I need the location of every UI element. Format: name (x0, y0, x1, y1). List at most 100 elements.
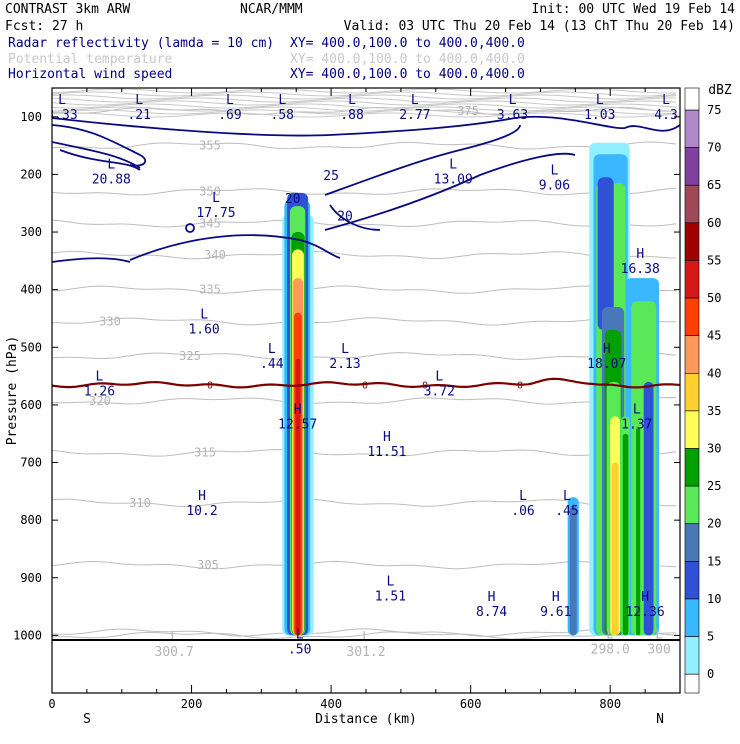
y-tick-label: 300 (20, 225, 42, 239)
extremum-low-marker: L (550, 163, 558, 178)
extremum-low-marker: L (226, 93, 234, 108)
colorbar-swatch-15 (684, 561, 700, 600)
extremum-value: 12.57 (278, 418, 317, 433)
extremum-value: 3.63 (497, 108, 528, 123)
extremum-low-marker: L (278, 93, 286, 108)
theta-contour-upper-band (52, 106, 676, 112)
theta-contour-305 (52, 560, 677, 570)
colorbar-label-70: 70 (707, 141, 721, 155)
colorbar-swatch-0 (684, 673, 700, 694)
theta-contour-320 (52, 396, 677, 405)
wind-speed-contour (52, 124, 147, 167)
theta-contour-315 (52, 448, 677, 457)
colorbar-swatch-45 (684, 335, 700, 374)
colorbar-label-20: 20 (707, 517, 721, 531)
theta-label-335: 335 (199, 283, 221, 297)
extremum-value: .50 (288, 642, 311, 657)
extremum-high-marker: H (294, 403, 302, 418)
x-tick-label: 600 (460, 697, 482, 711)
extremum-value: 17.75 (196, 206, 235, 221)
freezing-level-line (52, 377, 680, 389)
wind-contour-label: 20 (337, 210, 353, 225)
extremum-value: 1.26 (84, 385, 115, 400)
y-tick-label: 400 (20, 283, 42, 297)
y-tick-label: 500 (20, 340, 42, 354)
theta-label-330: 330 (99, 314, 121, 328)
extremum-value: 2.77 (399, 108, 430, 123)
colorbar-swatch-70 (684, 147, 700, 186)
colorbar-swatch-20 (684, 523, 700, 562)
colorbar-label-0: 0 (707, 667, 714, 681)
extremum-value: .88 (340, 108, 363, 123)
extremum-value: 13.09 (434, 173, 473, 188)
org-label: NCAR/MMM (240, 2, 303, 17)
extremum-low-marker: L (170, 630, 178, 645)
y-tick-label: 200 (20, 167, 42, 181)
colorbar-swatch-35 (684, 410, 700, 449)
theta-label-350: 350 (199, 185, 221, 199)
reflectivity-small-20dbz (569, 505, 577, 636)
valid-time: Valid: 03 UTC Thu 20 Feb 14 (13 ChT Thu … (344, 19, 735, 34)
extremum-high-marker: H (198, 489, 206, 504)
colorbar-top-cap (684, 87, 700, 111)
y-tick-label: 600 (20, 398, 42, 412)
theta-contour-upper-band (52, 103, 677, 109)
reflectivity-east-darkgreen2-dbz (636, 427, 641, 636)
theta-contour-325 (52, 351, 677, 360)
theta-label-325: 325 (179, 349, 201, 363)
extremum-value: 300 (647, 642, 670, 657)
extremum-value: 301.2 (346, 645, 385, 660)
extremum-high-marker: H (552, 590, 560, 605)
field-reflectivity-name: Radar reflectivity (lamda = 10 cm) (8, 36, 274, 51)
reflectivity-east-15dbz (597, 177, 614, 330)
y-tick-label: 700 (20, 456, 42, 470)
extremum-value: 20.88 (92, 173, 131, 188)
colorbar-label-5: 5 (707, 630, 714, 644)
theta-label-340: 340 (204, 248, 226, 262)
extremum-low-marker: L (107, 158, 115, 173)
extremum-high-marker: H (636, 247, 644, 262)
theta-contour-345 (52, 219, 677, 228)
x-tick-label: 400 (320, 697, 342, 711)
theta-label-310: 310 (129, 496, 151, 510)
wind-speed-contour (52, 257, 131, 263)
colorbar-swatch-25 (684, 485, 700, 525)
extremum-value: .45 (555, 504, 578, 519)
wind-speed-contour (129, 234, 301, 261)
extremum-low-marker: L (662, 93, 670, 108)
field-wind-xy: XY= 400.0,100.0 to 400.0,400.0 (290, 67, 525, 82)
colorbar-label-60: 60 (707, 216, 721, 230)
extremum-value: 3.72 (424, 385, 455, 400)
freezing-level-label: 0 (362, 381, 368, 392)
colorbar-label-75: 75 (707, 103, 721, 117)
theta-contour-upper-band (52, 112, 677, 118)
x-axis-title: Distance (km) (315, 712, 417, 727)
colorbar-label-35: 35 (707, 404, 721, 418)
wind-speed-contour (299, 239, 341, 259)
south-label: S (83, 712, 91, 727)
extremum-low-marker: L (411, 93, 419, 108)
theta-contour-upper-band (52, 97, 676, 103)
theta-contour-upper-band (52, 88, 677, 94)
extremum-low-marker: L (135, 93, 143, 108)
wind-speed-contour (324, 152, 576, 231)
theta-contour-upper-band (52, 94, 677, 100)
extremum-low-marker: L (519, 489, 527, 504)
extremum-value: 12.36 (626, 605, 665, 620)
extremum-low-marker: L (348, 93, 356, 108)
theta-label-305: 305 (197, 558, 219, 572)
theta-contour-355 (52, 141, 677, 150)
colorbar-swatch-10 (684, 598, 700, 637)
wind-speed-contour (329, 204, 381, 231)
theta-label-345: 345 (199, 216, 221, 230)
x-tick-label: 200 (181, 697, 203, 711)
extremum-value: .69 (218, 108, 241, 123)
extremum-value: 1.03 (584, 108, 615, 123)
extremum-value: .21 (127, 108, 150, 123)
extremum-value: 1.37 (621, 418, 652, 433)
extremum-value: 3.33 (46, 108, 77, 123)
x-tick-label: 800 (599, 697, 621, 711)
theta-label-355: 355 (199, 139, 221, 153)
